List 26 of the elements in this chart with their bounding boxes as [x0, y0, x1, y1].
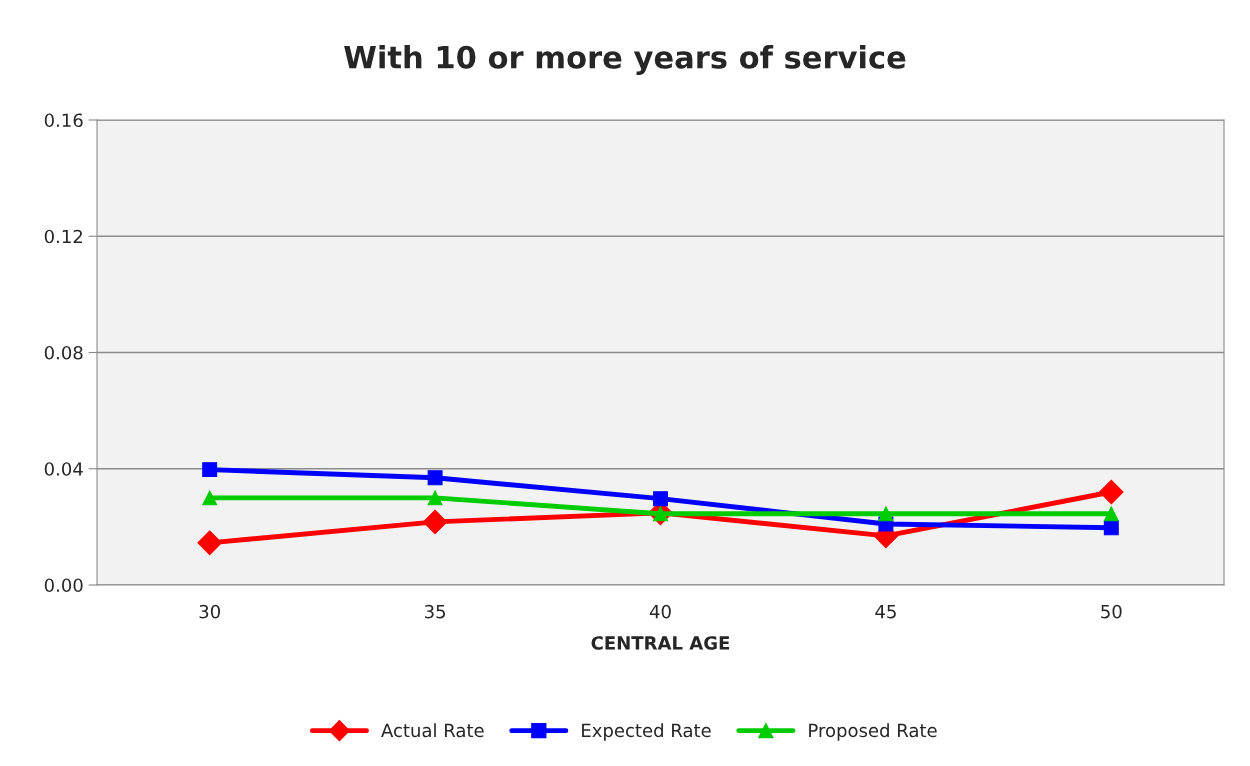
y-tick-label: 0.00 [44, 578, 83, 593]
point [202, 462, 218, 478]
point [1103, 506, 1119, 522]
point [1103, 520, 1119, 536]
chart-title: With 10 or more years of service [344, 45, 906, 75]
x-tick-label: 30 [199, 604, 220, 619]
legend-label: Proposed Rate [809, 723, 937, 741]
y-tick-label: 0.12 [44, 229, 82, 244]
x-tick-label: 45 [875, 605, 896, 619]
point [653, 491, 668, 507]
x-axis-title: CENTRAL AGE [591, 636, 730, 650]
y-tick-label: 0.04 [44, 462, 83, 476]
x-tick-label: 40 [649, 604, 671, 619]
x-tick-label: 35 [424, 604, 446, 619]
point [427, 490, 443, 506]
y-tick-label: 0.08 [44, 345, 83, 360]
point [1098, 479, 1124, 505]
point [197, 530, 223, 556]
y-tick-label: 0.16 [44, 113, 83, 128]
legend-label: Expected Rate [582, 723, 711, 741]
legend-label: Actual Rate [381, 723, 484, 738]
point [878, 506, 894, 522]
point [202, 490, 218, 506]
x-tick-label: 50 [1101, 604, 1122, 619]
point [422, 509, 448, 535]
point [427, 470, 443, 486]
